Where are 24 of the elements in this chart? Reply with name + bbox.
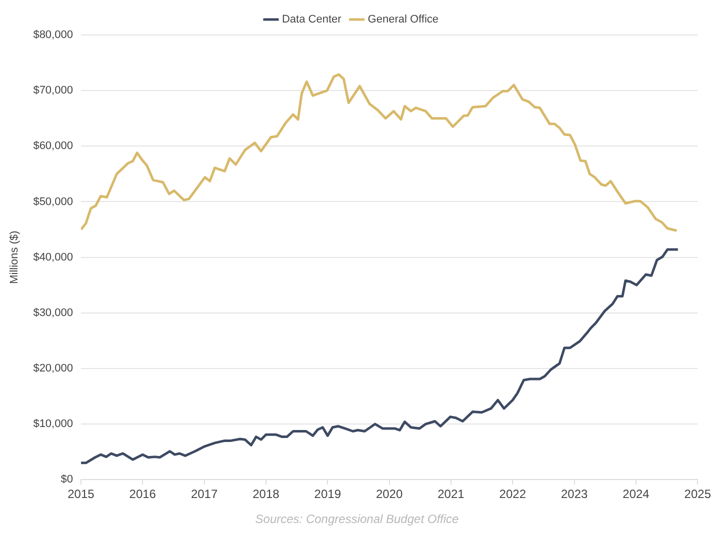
y-tick-label: $20,000	[33, 362, 73, 374]
x-tick-label: 2022	[499, 487, 526, 502]
y-axis-title: Millions ($)	[8, 230, 21, 284]
y-tick-label: $70,000	[33, 84, 73, 97]
y-tick-label: $80,000	[33, 29, 73, 42]
x-tick-label: 2024	[622, 487, 650, 502]
y-tick-label: $60,000	[33, 140, 73, 152]
x-tick-label: 2020	[376, 487, 403, 502]
y-tick-label: $0	[60, 474, 73, 486]
x-tick-label: 2016	[129, 487, 156, 502]
x-tick-label: 2025	[684, 487, 712, 502]
x-tick-label: 2019	[314, 487, 342, 502]
x-tick-label: 2021	[438, 487, 465, 502]
legend-label: Data Center	[282, 14, 342, 26]
x-tick-label: 2023	[560, 487, 588, 502]
y-tick-label: $40,000	[33, 251, 73, 264]
x-tick-label: 2015	[68, 487, 95, 502]
legend-label: General Office	[368, 14, 439, 26]
y-tick-label: $30,000	[33, 306, 73, 319]
y-tick-label: $10,000	[33, 418, 73, 430]
y-tick-label: $50,000	[33, 196, 73, 208]
source-note: Sources: Congressional Budget Office	[254, 512, 460, 526]
x-tick-label: 2018	[252, 487, 280, 502]
x-tick-label: 2017	[190, 487, 218, 502]
